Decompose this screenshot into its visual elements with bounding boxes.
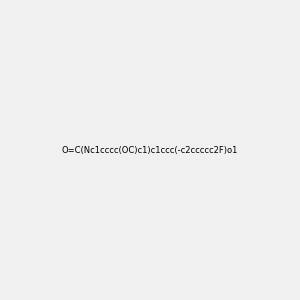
Text: O=C(Nc1cccc(OC)c1)c1ccc(-c2ccccc2F)o1: O=C(Nc1cccc(OC)c1)c1ccc(-c2ccccc2F)o1 [62, 146, 238, 154]
